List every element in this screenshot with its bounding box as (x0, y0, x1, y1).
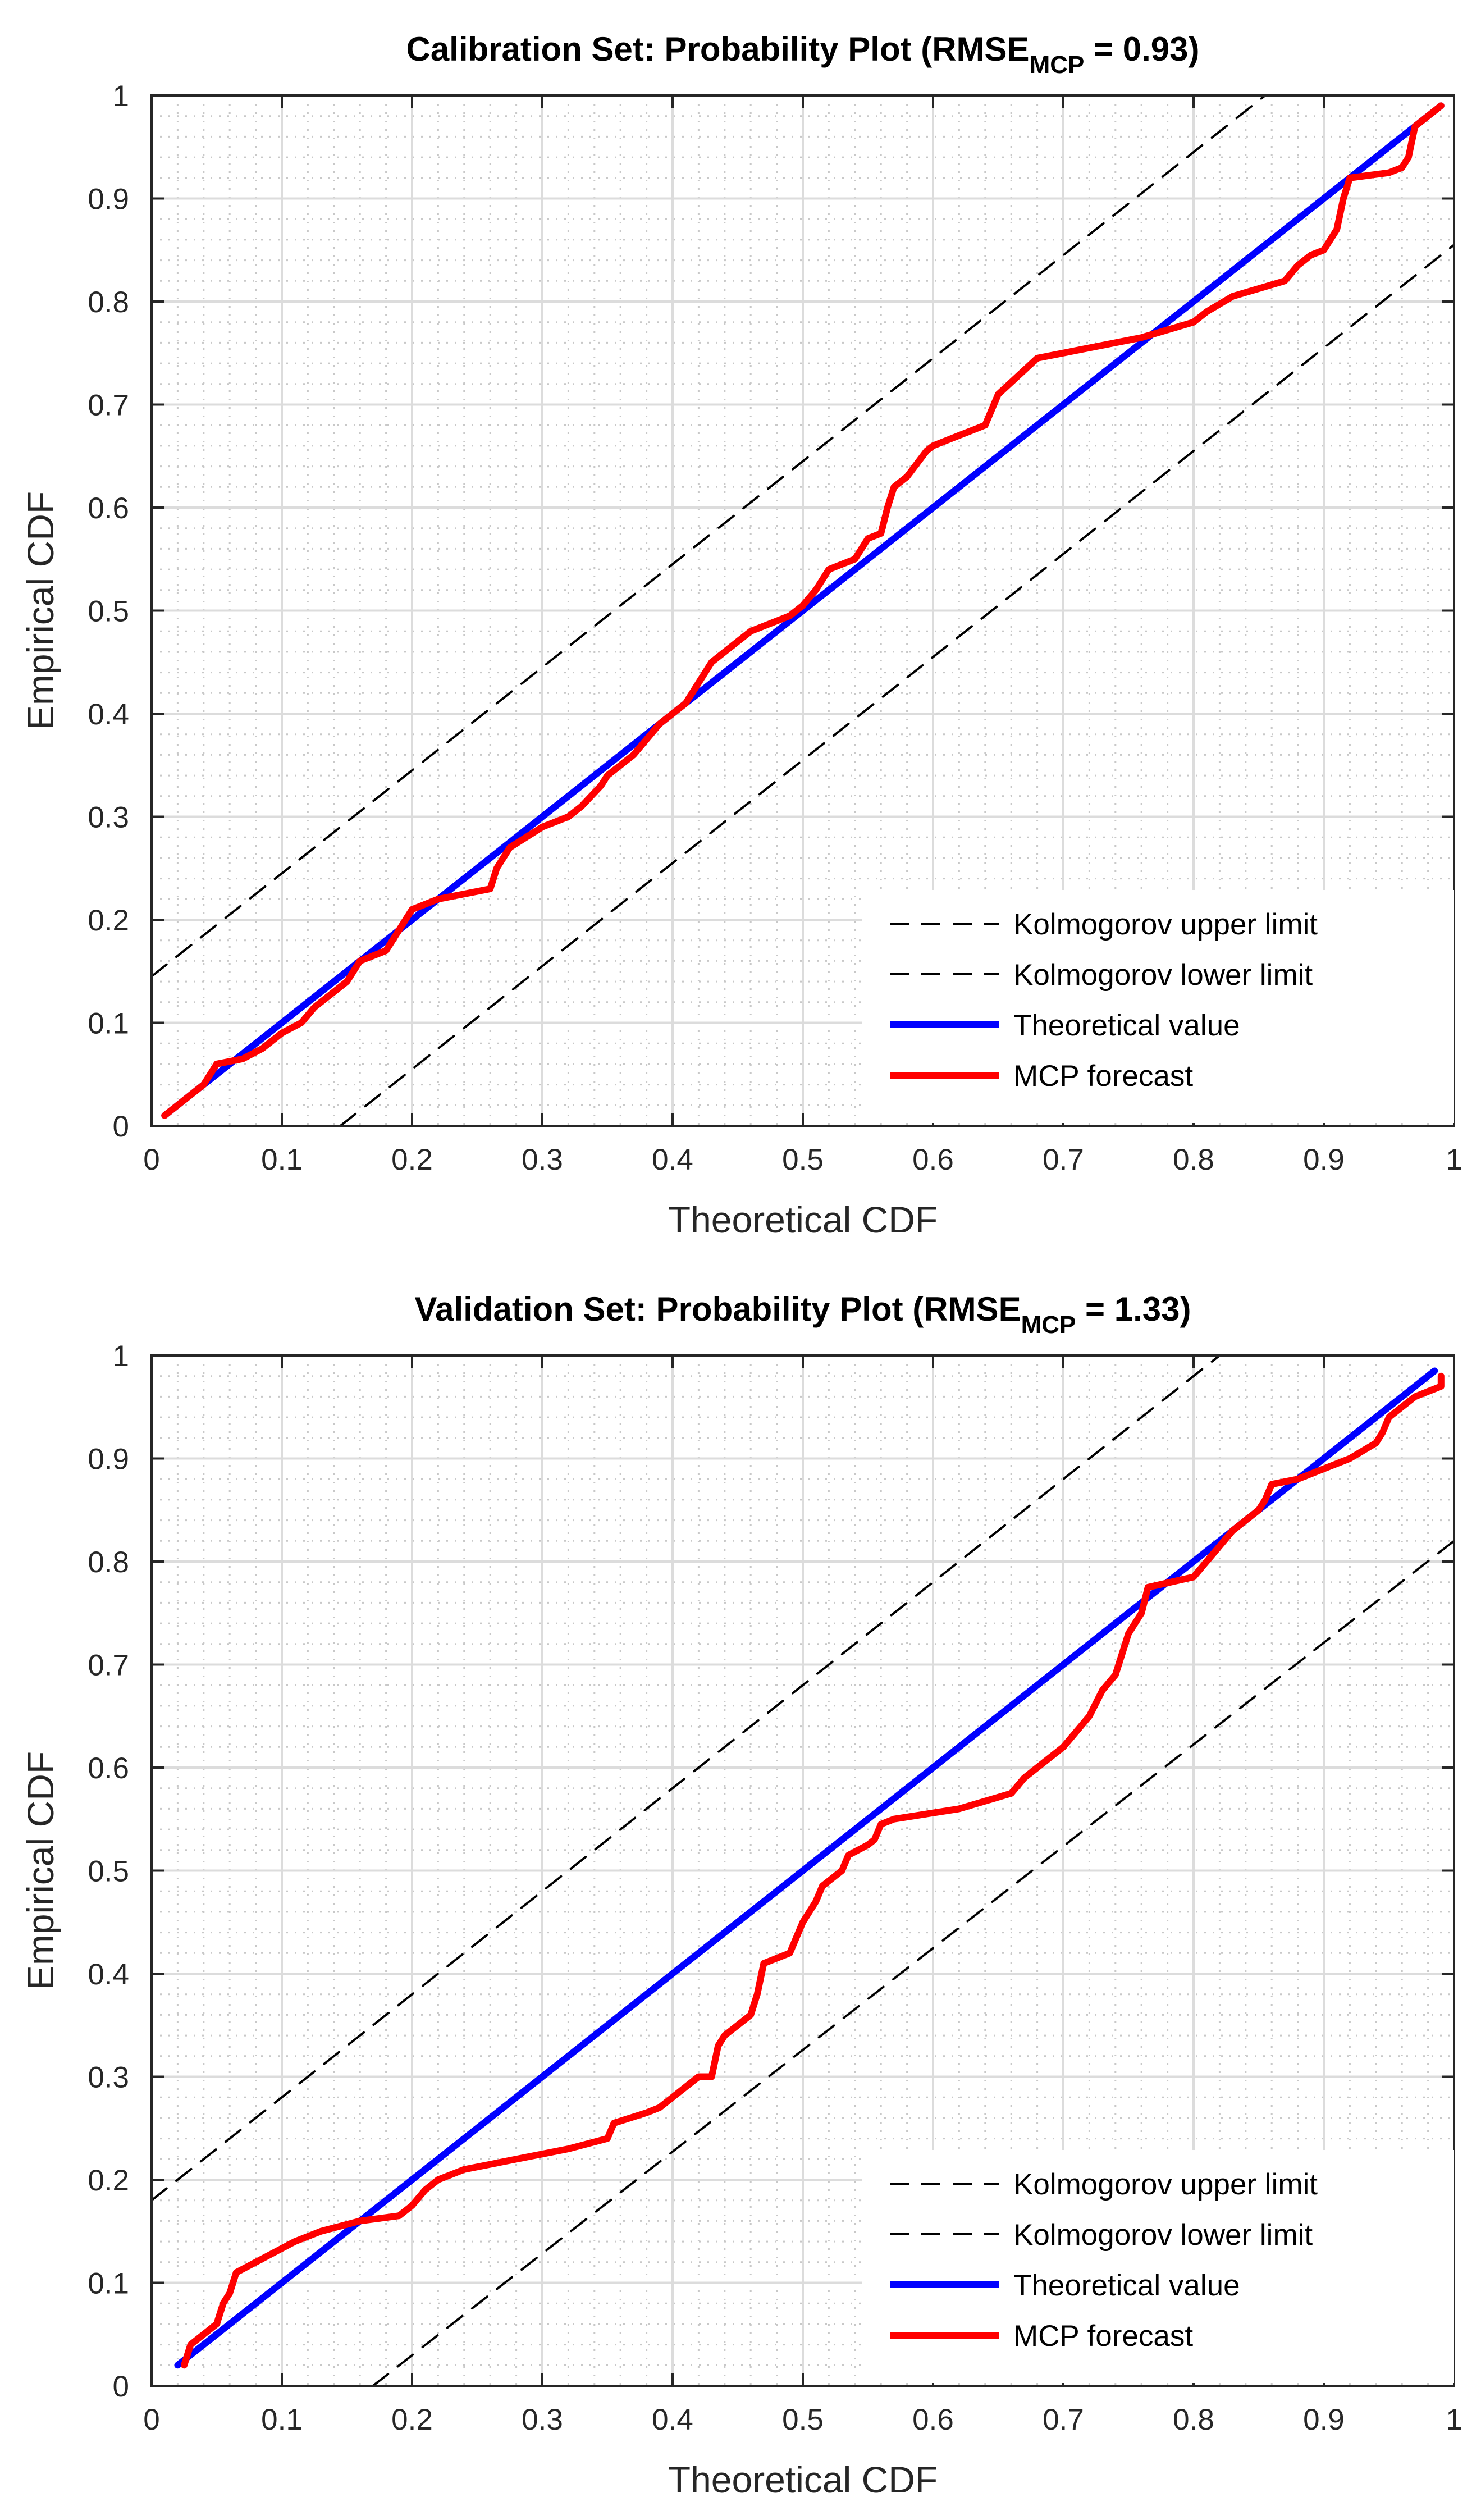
ticks: 0 0.1 0.2 0.3 0.4 0.5 0.6 0.7 0.8 0.9 1 0 0.1 0.2 0.3 0… (88, 80, 1462, 1176)
y-tick-label: 0.8 (88, 1546, 129, 1579)
chart-title: Validation Set: Probability Plot (RMSEMC… (414, 1290, 1191, 1339)
x-tick-label: 0 (143, 2403, 159, 2436)
x-tick-label: 0.7 (1043, 2403, 1084, 2436)
y-tick-label: 0.6 (88, 492, 129, 525)
x-tick-label: 0.4 (652, 1143, 693, 1176)
y-tick-label: 0.2 (88, 2164, 129, 2197)
legend-label: MCP forecast (1013, 1060, 1193, 1093)
y-tick-label: 1 (113, 80, 129, 113)
x-tick-label: 0.6 (912, 2403, 954, 2436)
legend-box (862, 2150, 1454, 2383)
x-tick-label: 0.7 (1043, 1143, 1084, 1176)
x-tick-label: 0 (143, 1143, 159, 1176)
chart-title-subscript: MCP (1030, 51, 1085, 79)
y-tick-label: 0.1 (88, 1007, 129, 1040)
series-line-mcp-forecast (181, 1372, 1445, 2369)
x-tick-label: 0.6 (912, 1143, 954, 1176)
x-tick-label: 0.8 (1173, 1143, 1214, 1176)
calibration-chart-panel: 0 0.1 0.2 0.3 0.4 0.5 0.6 0.7 0.8 0.9 1 0 0.1 0.2 0.3 0… (20, 30, 1462, 1240)
y-tick-label: 0.8 (88, 286, 129, 319)
y-tick-label: 1 (113, 1340, 129, 1373)
series-group (152, 95, 1454, 1126)
series-line-theoretical-value (161, 102, 1445, 1119)
legend: Kolmogorov upper limit Kolmogorov lower l… (862, 2150, 1454, 2383)
x-tick-label: 0.1 (261, 1143, 303, 1176)
series-group (152, 1355, 1454, 2386)
y-tick-label: 0.5 (88, 595, 129, 628)
y-tick-label: 0.7 (88, 389, 129, 422)
x-tick-label: 0.9 (1303, 2403, 1345, 2436)
y-tick-label: 0.7 (88, 1649, 129, 1682)
chart-title-subscript: MCP (1021, 1311, 1076, 1339)
series-line-kolmogorov-upper-limit (152, 95, 1267, 978)
validation-chart-panel: 0 0.1 0.2 0.3 0.4 0.5 0.6 0.7 0.8 0.9 1 0 0.1 0.2 0.3 0… (0, 1260, 1481, 2520)
series-line-kolmogorov-lower-limit (372, 1540, 1454, 2386)
y-tick-label: 0.1 (88, 2267, 129, 2300)
x-tick-label: 0.8 (1173, 2403, 1214, 2436)
y-tick-label: 0.6 (88, 1752, 129, 1785)
x-tick-label: 1 (1446, 1143, 1462, 1176)
x-axis-label: Theoretical CDF (668, 1199, 938, 1240)
x-tick-label: 0.2 (391, 2403, 433, 2436)
chart-title-tail: = 1.33) (1076, 1290, 1191, 1328)
legend-label: Kolmogorov upper limit (1013, 908, 1318, 941)
x-tick-label: 1 (1446, 2403, 1462, 2436)
legend-label: Kolmogorov lower limit (1013, 2218, 1313, 2252)
x-tick-label: 0.9 (1303, 1143, 1345, 1176)
chart-title-main: Calibration Set: Probability Plot (RMSE (406, 30, 1029, 68)
legend-label: Theoretical value (1013, 2269, 1240, 2302)
y-tick-label: 0.3 (88, 2061, 129, 2094)
y-tick-label: 0 (113, 2370, 129, 2403)
chart-svg: 0 0.1 0.2 0.3 0.4 0.5 0.6 0.7 0.8 0.9 1 0 0.1 0.2 0.3 0… (20, 30, 1462, 1240)
chart-svg: 0 0.1 0.2 0.3 0.4 0.5 0.6 0.7 0.8 0.9 1 0 0.1 0.2 0.3 0… (20, 1290, 1462, 2500)
x-tick-label: 0.1 (261, 2403, 303, 2436)
chart-title-main: Validation Set: Probability Plot (RMSE (414, 1290, 1021, 1328)
y-tick-label: 0.9 (88, 1443, 129, 1476)
x-tick-label: 0.3 (522, 2403, 563, 2436)
series-line-mcp-forecast (161, 102, 1445, 1119)
y-tick-label: 0 (113, 1110, 129, 1143)
x-tick-label: 0.2 (391, 1143, 433, 1176)
x-tick-label: 0.5 (782, 1143, 824, 1176)
y-tick-label: 0.3 (88, 801, 129, 834)
chart-title: Calibration Set: Probability Plot (RMSEM… (406, 30, 1199, 79)
x-tick-label: 0.5 (782, 2403, 824, 2436)
y-tick-label: 0.4 (88, 1958, 129, 1991)
legend-box (862, 890, 1454, 1123)
x-tick-label: 0.3 (522, 1143, 563, 1176)
legend-label: Kolmogorov upper limit (1013, 2168, 1318, 2201)
y-tick-label: 0.2 (88, 904, 129, 937)
series-line-kolmogorov-upper-limit (152, 1355, 1221, 2202)
y-tick-label: 0.5 (88, 1855, 129, 1888)
x-axis-label: Theoretical CDF (668, 2459, 938, 2500)
y-tick-label: 0.4 (88, 698, 129, 731)
y-axis-label: Empirical CDF (20, 491, 61, 730)
legend-label: Kolmogorov lower limit (1013, 958, 1313, 992)
legend-label: MCP forecast (1013, 2320, 1193, 2353)
chart-title-tail: = 0.93) (1084, 30, 1199, 68)
legend: Kolmogorov upper limit Kolmogorov lower l… (862, 890, 1454, 1123)
series-line-kolmogorov-lower-limit (339, 244, 1454, 1126)
y-axis-label: Empirical CDF (20, 1751, 61, 1990)
y-tick-label: 0.9 (88, 183, 129, 216)
legend-label: Theoretical value (1013, 1009, 1240, 1042)
x-tick-label: 0.4 (652, 2403, 693, 2436)
